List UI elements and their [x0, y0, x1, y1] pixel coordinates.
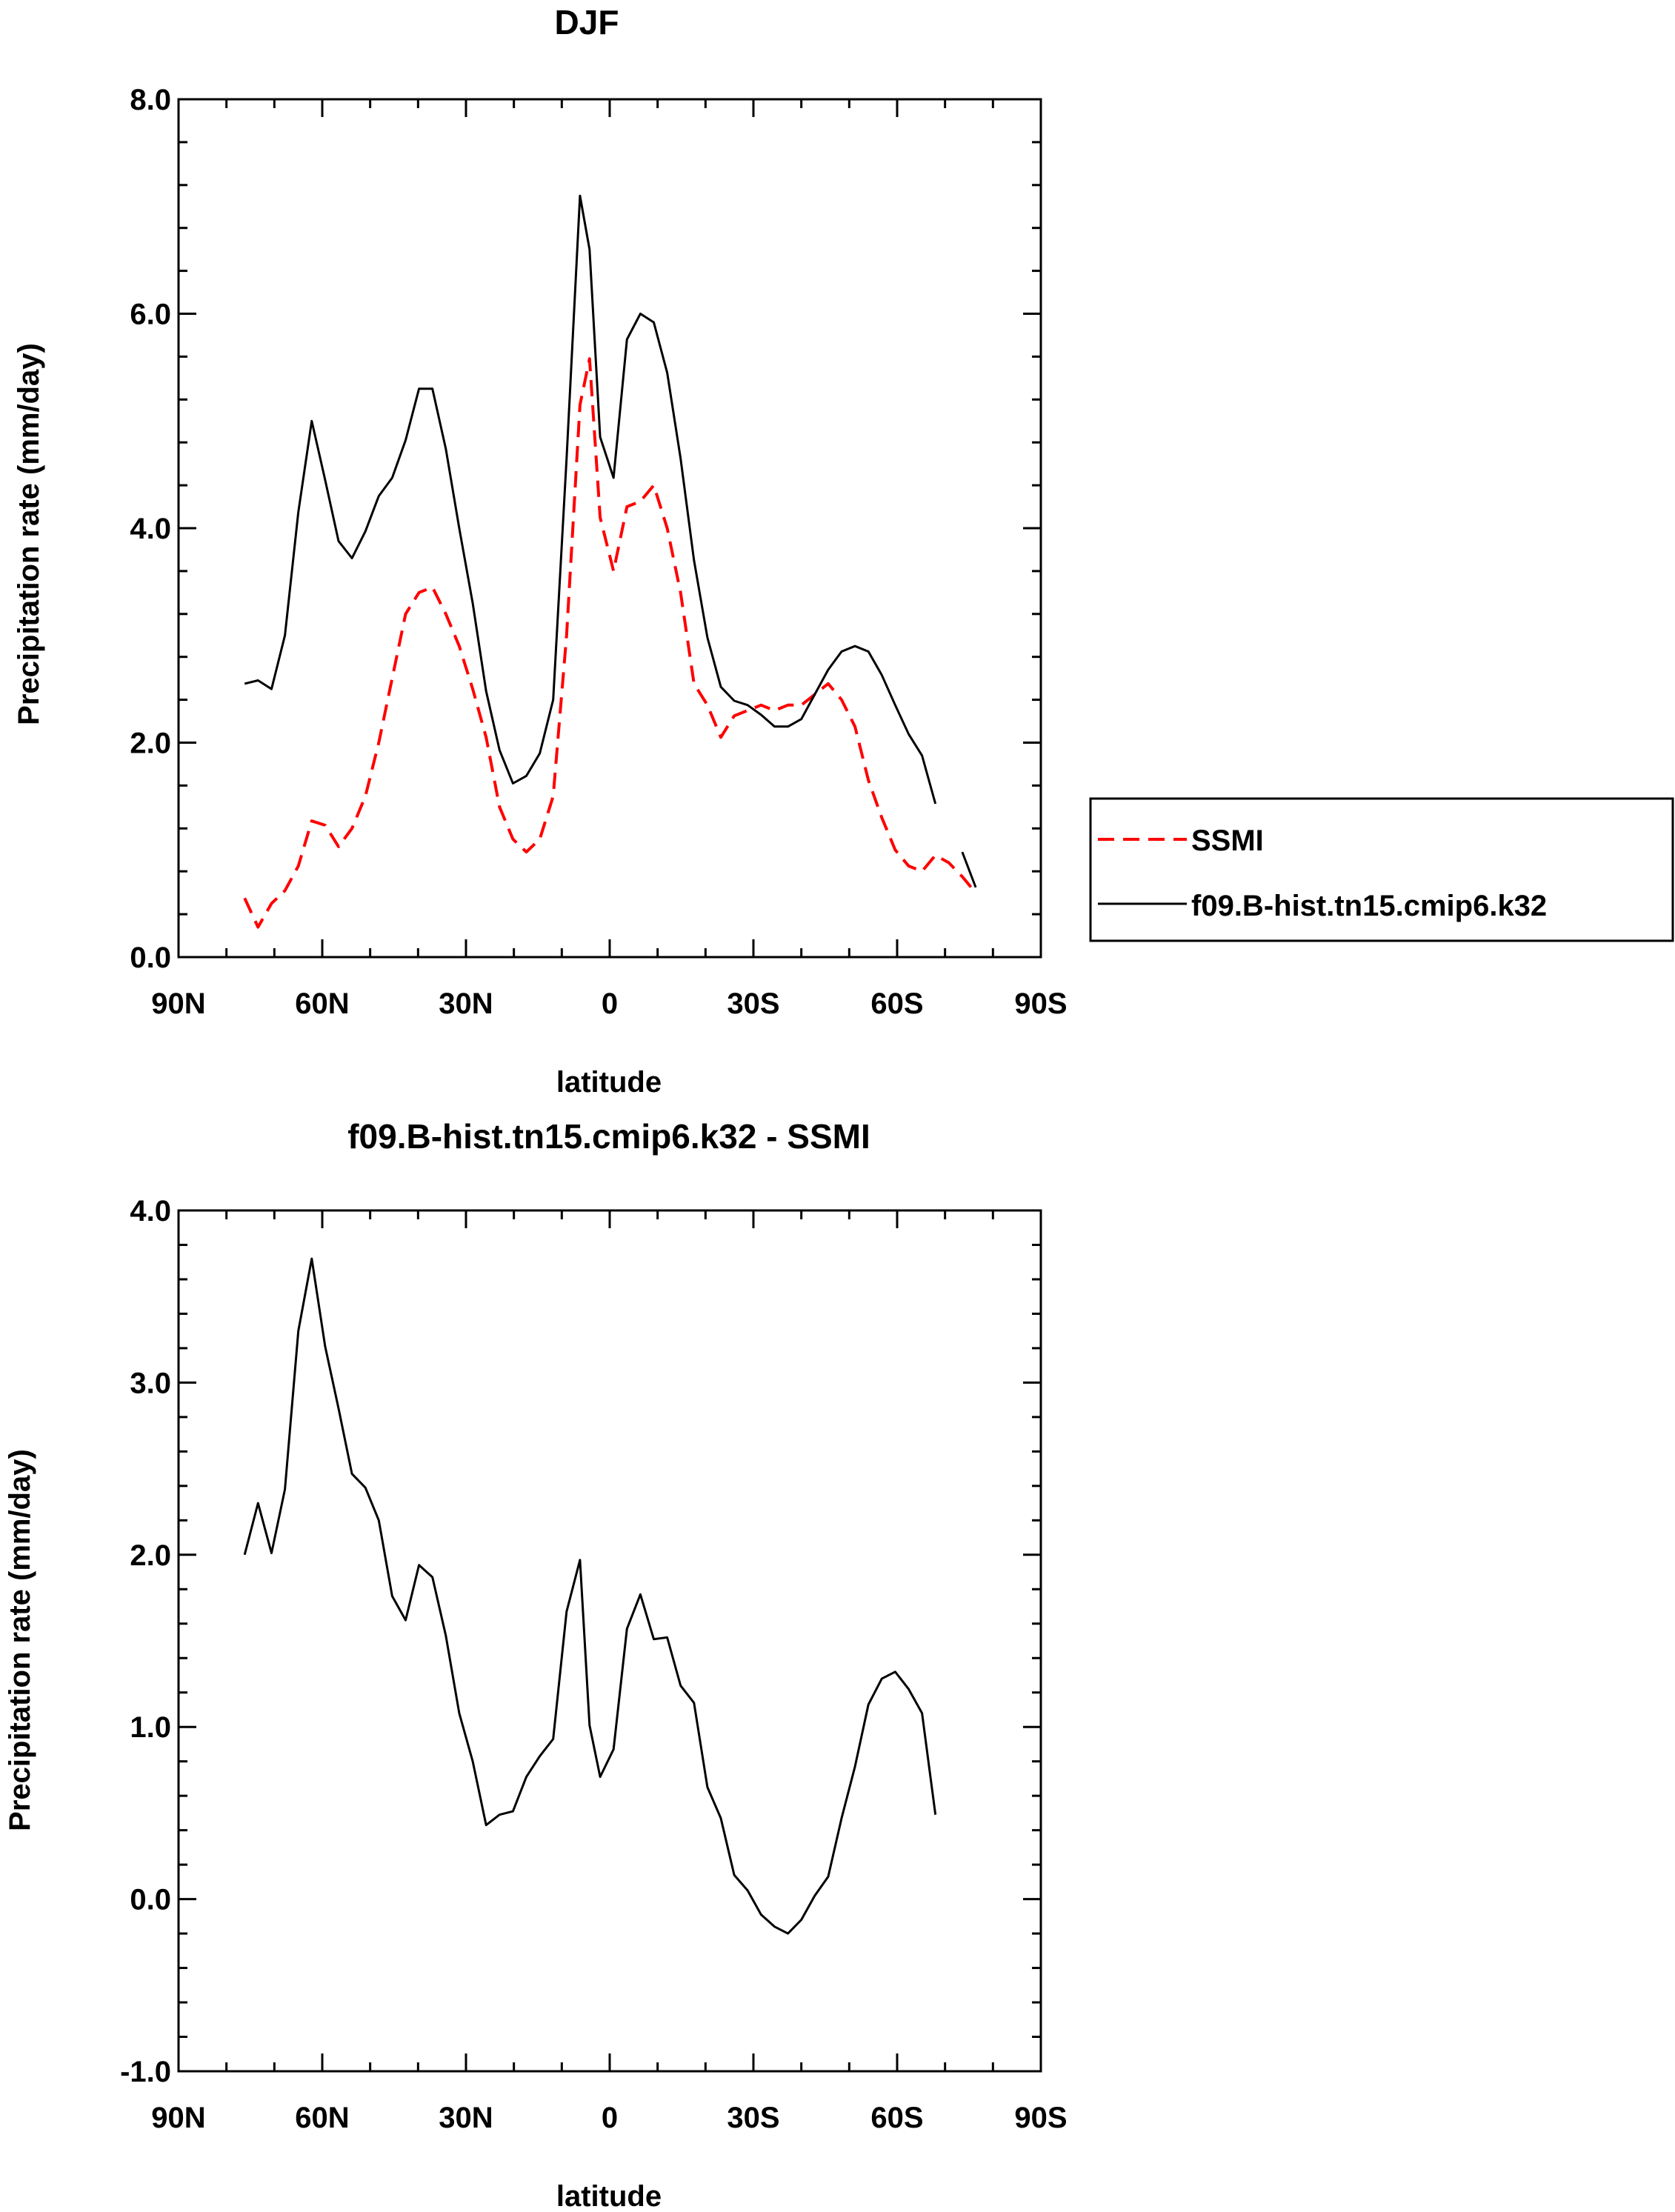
bottom-x-axis-label: latitude — [556, 2180, 662, 2212]
bottom-title: f09.B-hist.tn15.cmip6.k32 - SSMI — [347, 1117, 870, 1156]
top-x-tick-label: 30S — [727, 987, 779, 1020]
top-y-tick-label: 6.0 — [130, 299, 171, 331]
bottom-series — [243, 1257, 937, 1935]
top-x-tick-label: 30N — [439, 987, 493, 1020]
top-panel: DJF Precipitation rate (mm/day) latitude… — [13, 3, 1068, 1099]
bottom-x-tick-label: 0 — [602, 2102, 618, 2134]
top-series-line-1 — [244, 194, 977, 888]
top-title: DJF — [555, 3, 619, 41]
bottom-y-tick-label: -1.0 — [120, 2056, 171, 2088]
top-plot-frame — [177, 98, 1042, 959]
bottom-ticks: 90N 60N 30N 0 30S 60S 90S -1.0 0.0 1.0 2.0 3.0 4.0 — [120, 1195, 1068, 2134]
top-x-tick-label: 0 — [602, 987, 618, 1020]
top-y-tick-label: 4.0 — [130, 513, 171, 545]
top-x-tick-label: 60S — [870, 987, 923, 1020]
bottom-x-tick-label: 60S — [870, 2102, 923, 2134]
top-y-axis-label: Precipitation rate (mm/day) — [13, 343, 45, 725]
top-x-axis-label: latitude — [556, 1066, 662, 1099]
top-ticks: 90N 60N 30N 0 30S 60S 90S 0.0 2.0 4.0 6.0 8.0 — [130, 84, 1067, 1020]
top-x-tick-label: 90S — [1014, 987, 1067, 1020]
bottom-plot-frame — [177, 1209, 1042, 2073]
bottom-y-tick-label: 0.0 — [130, 1884, 171, 1916]
legend-label-ssmi: SSMI — [1191, 824, 1264, 857]
bottom-y-tick-label: 4.0 — [130, 1195, 171, 1227]
bottom-y-tick-label: 1.0 — [130, 1711, 171, 1744]
top-x-tick-label: 60N — [295, 987, 349, 1020]
bottom-panel: f09.B-hist.tn15.cmip6.k32 - SSMI Precipi… — [4, 1117, 1068, 2212]
bottom-y-tick-label: 3.0 — [130, 1367, 171, 1399]
bottom-y-axis-label: Precipitation rate (mm/day) — [4, 1449, 36, 1831]
top-series — [243, 194, 977, 929]
top-y-tick-label: 8.0 — [130, 84, 171, 116]
legend-label-model: f09.B-hist.tn15.cmip6.k32 — [1191, 890, 1547, 922]
top-x-tick-label: 90N — [151, 987, 205, 1020]
bottom-x-tick-label: 90N — [151, 2102, 205, 2134]
bottom-x-tick-label: 30N — [439, 2102, 493, 2134]
legend-box — [1089, 797, 1674, 942]
bottom-x-tick-label: 30S — [727, 2102, 779, 2134]
top-y-tick-label: 2.0 — [130, 727, 171, 760]
bottom-x-tick-label: 90S — [1014, 2102, 1067, 2134]
bottom-y-tick-label: 2.0 — [130, 1539, 171, 1572]
top-y-tick-label: 0.0 — [130, 942, 171, 974]
bottom-series-line-0 — [243, 1257, 937, 1935]
legend: SSMI f09.B-hist.tn15.cmip6.k32 — [1089, 797, 1674, 942]
top-series-line-0 — [243, 357, 977, 929]
bottom-x-tick-label: 60N — [295, 2102, 349, 2134]
